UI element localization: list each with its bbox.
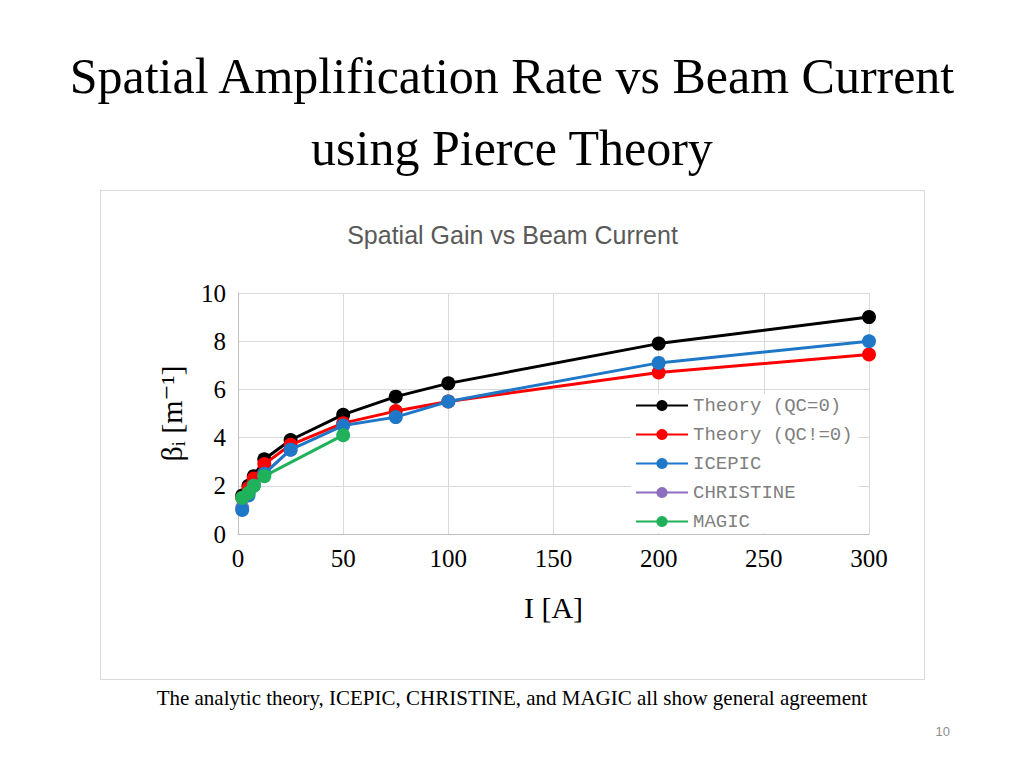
svg-text:10: 10 [201, 280, 226, 307]
html-text:10: 10 [935, 724, 950, 739]
svg-text:0: 0 [232, 545, 245, 572]
svg-text:100: 100 [430, 545, 468, 572]
svg-text:6: 6 [214, 376, 227, 403]
html-text:The analytic theory, ICEPIC, C: The analytic theory, ICEPIC, CHRISTINE, … [156, 686, 868, 710]
svg-text:0: 0 [214, 521, 227, 548]
svg-text:MAGIC: MAGIC [693, 511, 750, 533]
svg-text:CHRISTINE: CHRISTINE [693, 482, 796, 504]
svg-text:Theory (QC!=0): Theory (QC!=0) [693, 424, 853, 446]
svg-text:50: 50 [331, 545, 356, 572]
svg-text:Theory (QC=0): Theory (QC=0) [693, 395, 841, 417]
svg-text:I [A]: I [A] [524, 591, 583, 624]
html-text:Spatial Amplification Rate vs: Spatial Amplification Rate vs Beam Curre… [69, 48, 955, 176]
svg-text:2: 2 [214, 472, 227, 499]
svg-text:8: 8 [214, 328, 227, 355]
svg-text:150: 150 [535, 545, 573, 572]
svg-text:200: 200 [640, 545, 678, 572]
svg-text:βᵢ [m⁻¹]: βᵢ [m⁻¹] [155, 366, 188, 462]
svg-text:Spatial Gain vs Beam Current: Spatial Gain vs Beam Current [347, 221, 678, 249]
svg-text:250: 250 [745, 545, 783, 572]
svg-text:300: 300 [850, 545, 888, 572]
svg-text:4: 4 [214, 424, 227, 451]
svg-text:ICEPIC: ICEPIC [693, 453, 761, 475]
